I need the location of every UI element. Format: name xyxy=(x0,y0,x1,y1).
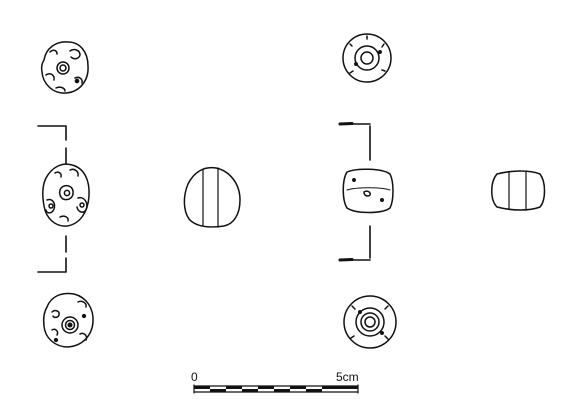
scale-bar-end-label: 5cm xyxy=(336,370,359,384)
scale-bar-start-label: 0 xyxy=(191,370,198,384)
right-bead-height-bracket xyxy=(338,122,371,262)
right-bead-bottom-view xyxy=(343,295,397,349)
right-bead-side-view xyxy=(342,168,394,214)
right-bead-section-view xyxy=(491,170,546,211)
right-bead-top-view xyxy=(342,33,392,83)
left-bead-side-view xyxy=(41,163,90,227)
left-bead-top-view xyxy=(40,41,89,94)
scale-bar: 0 5cm xyxy=(191,370,359,394)
left-bead-bottom-view xyxy=(42,292,94,348)
left-bead-section-view xyxy=(183,166,241,228)
left-bead-height-bracket xyxy=(37,125,67,273)
